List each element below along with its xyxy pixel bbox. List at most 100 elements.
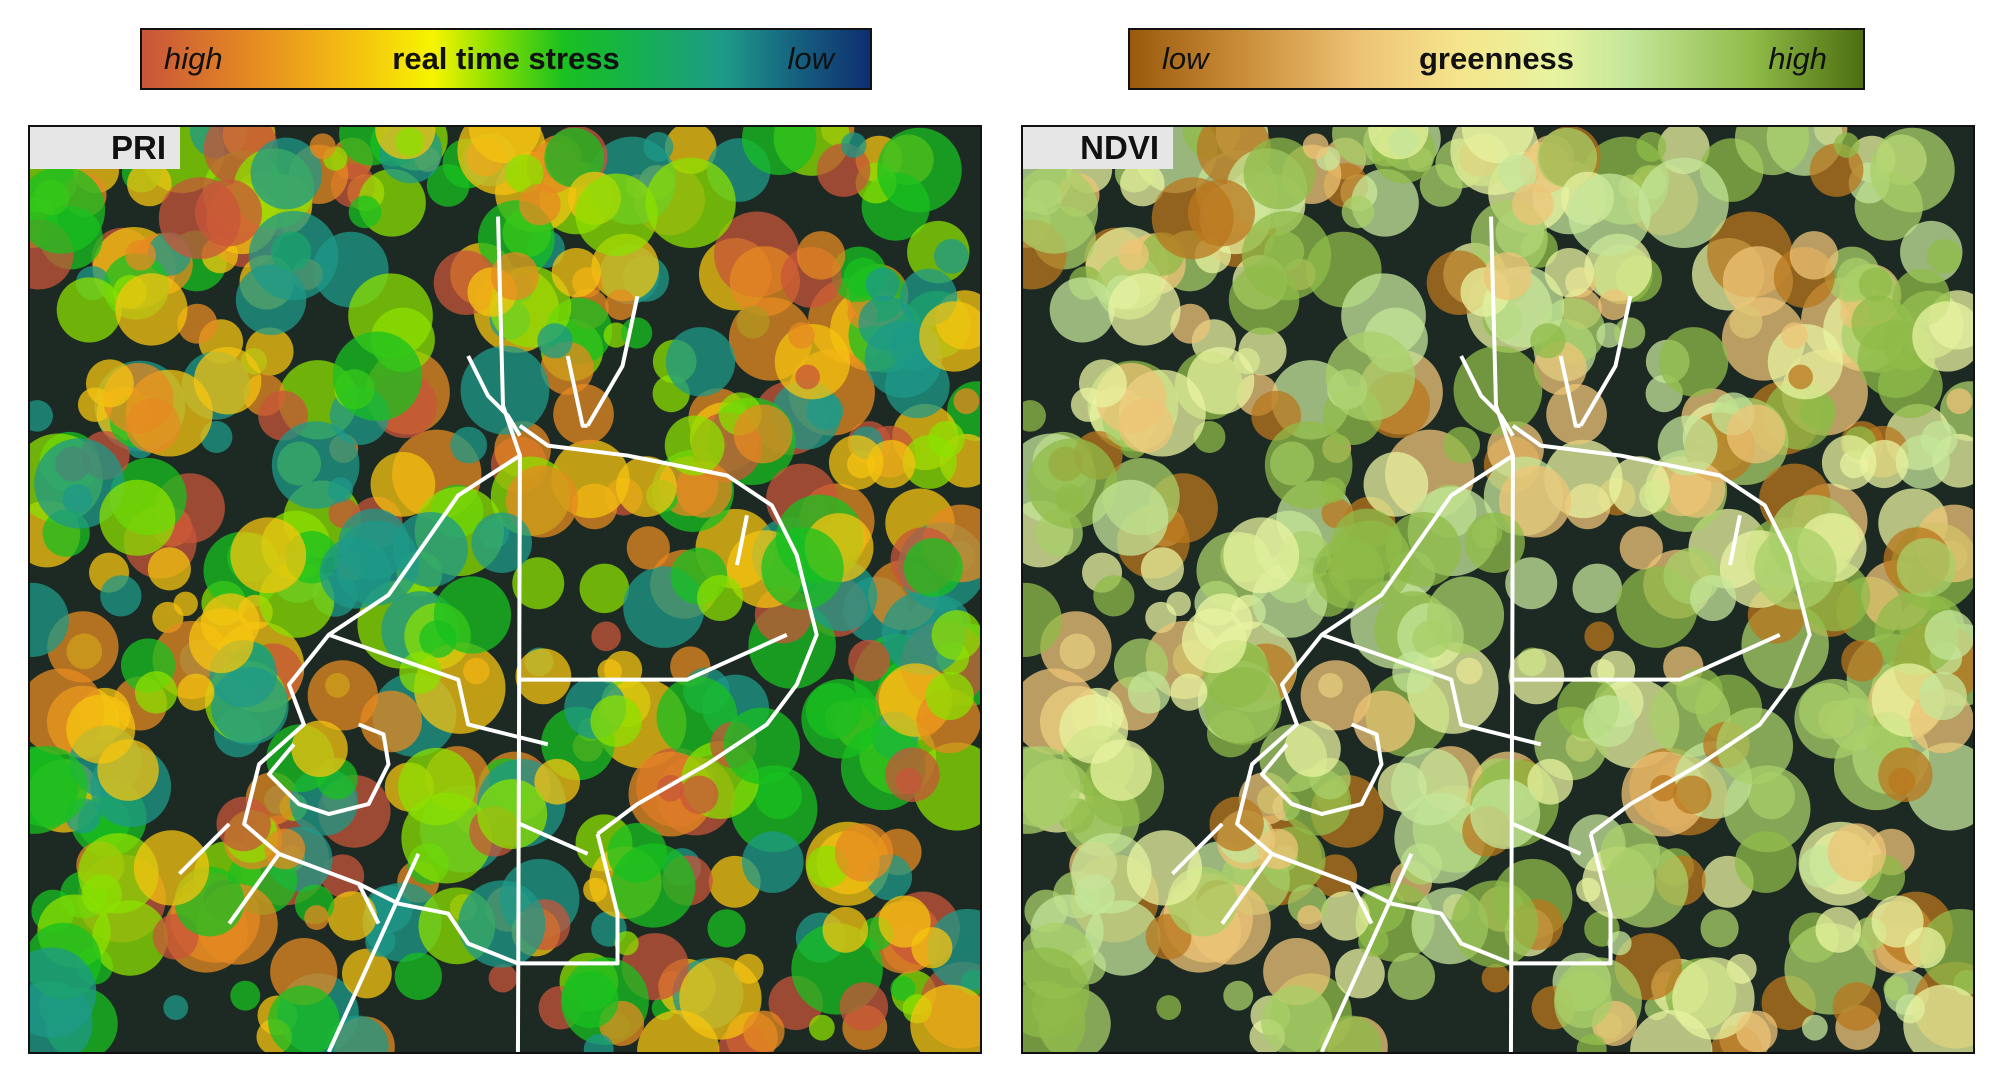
canopy-patch: [460, 345, 550, 435]
canopy-patch: [723, 707, 801, 785]
canopy-patch: [1059, 694, 1129, 764]
canopy-patch: [1735, 127, 1810, 176]
trail-line: [267, 722, 391, 817]
pri-map-panel: PRI: [28, 125, 982, 1054]
canopy-patch: [193, 346, 262, 415]
canopy-patch: [30, 947, 97, 1038]
canopy-patch: [1085, 900, 1161, 976]
canopy-patch: [1238, 327, 1287, 376]
canopy-patch: [741, 831, 804, 893]
trail-line: [1350, 833, 1613, 966]
canopy-patch: [553, 384, 614, 445]
canopy-patch: [194, 179, 263, 247]
canopy-patch: [1583, 695, 1635, 747]
canopy-patch: [1243, 137, 1316, 210]
canopy-patch: [1353, 690, 1416, 753]
canopy-patch: [839, 982, 889, 1031]
canopy-patch: [616, 456, 677, 517]
canopy-patch: [1544, 247, 1594, 298]
canopy-patch: [392, 511, 468, 587]
canopy-patch: [327, 891, 377, 941]
canopy-patch: [805, 682, 863, 740]
ndvi-map-panel: NDVI: [1021, 125, 1975, 1054]
canopy-patch: [1355, 882, 1435, 962]
canopy-patch: [515, 648, 572, 705]
colorbar-title: greenness: [1418, 41, 1575, 76]
canopy-patch: [561, 971, 619, 1029]
canopy-patch: [147, 547, 191, 591]
canopy-patch: [1261, 985, 1333, 1052]
canopy-patch: [1895, 434, 1950, 489]
colorbar-right-label: low: [787, 41, 834, 76]
canopy-patch: [1508, 648, 1565, 705]
canopy-patch: [1263, 937, 1331, 1006]
canopy-patch: [1700, 909, 1739, 948]
canopy-patch: [643, 131, 674, 162]
canopy-patch: [173, 591, 198, 616]
canopy-patch: [645, 157, 736, 249]
trail-line: [1321, 632, 1542, 747]
canopy-patch: [394, 952, 443, 1000]
canopy-patch: [1801, 1014, 1828, 1041]
canopy-patch: [1568, 173, 1651, 256]
canopy-patch: [245, 327, 294, 376]
canopy-patch: [1127, 671, 1171, 714]
trail-line: [1512, 632, 1781, 682]
canopy-patch: [1609, 456, 1670, 517]
canopy-patch: [270, 937, 338, 1006]
trail-line: [1235, 453, 1515, 925]
canopy-patch: [309, 133, 336, 160]
canopy-patch: [125, 239, 156, 271]
canopy-patch: [1092, 479, 1169, 556]
canopy-patch: [925, 671, 974, 721]
canopy-patch: [1638, 157, 1729, 249]
canopy-patch: [268, 985, 340, 1052]
canopy-patch: [1788, 364, 1813, 390]
canopy-patch: [341, 948, 392, 999]
canopy-patch: [664, 415, 725, 476]
canopy-patch: [1658, 327, 1729, 397]
canopy-patch: [1464, 512, 1525, 573]
canopy-patch: [761, 527, 844, 610]
canopy-patch: [188, 608, 254, 674]
canopy-patch: [579, 563, 630, 614]
canopy-patch: [707, 909, 746, 948]
canopy-patch: [1451, 880, 1539, 968]
canopy-patch: [1827, 823, 1887, 882]
canopy-patch: [1926, 238, 1962, 274]
canopy-patch: [1108, 273, 1181, 346]
canopy-patch: [177, 303, 218, 344]
canopy-patch: [931, 610, 980, 661]
canopy-patch: [1023, 582, 1062, 657]
panel-label: NDVI: [1023, 127, 1173, 169]
canopy-patch: [512, 557, 565, 610]
colorbar-left-label: high: [164, 41, 223, 76]
canopy-patch: [1576, 1034, 1607, 1052]
canopy-patch: [1300, 660, 1371, 731]
canopy-patch: [1789, 231, 1839, 280]
ndvi-map: [1023, 127, 1973, 1052]
panel-label: PRI: [30, 127, 180, 169]
canopy-patch: [1388, 127, 1418, 157]
canopy-patch: [397, 747, 476, 826]
canopy-patch: [230, 517, 307, 594]
canopy-patch: [1385, 511, 1461, 587]
canopy-patch: [1023, 947, 1090, 1038]
trail-line: [1558, 355, 1581, 428]
canopy-patch: [795, 364, 820, 390]
canopy-patch: [1483, 252, 1532, 301]
colorbar-title: real time stress: [392, 41, 620, 76]
trail-line: [1260, 722, 1384, 817]
canopy-patch: [1223, 517, 1300, 594]
canopy-patch: [433, 576, 512, 654]
canopy-patch: [1297, 905, 1322, 930]
canopy-patch: [332, 331, 423, 421]
trail-line: [1512, 822, 1582, 856]
canopy-patch: [30, 746, 88, 828]
canopy-patch: [30, 400, 53, 432]
canopy-patch: [1187, 179, 1256, 247]
trail-line: [585, 295, 640, 427]
canopy-patch: [902, 434, 957, 489]
canopy-patch: [1858, 267, 1893, 302]
canopy-patch: [1126, 830, 1203, 906]
